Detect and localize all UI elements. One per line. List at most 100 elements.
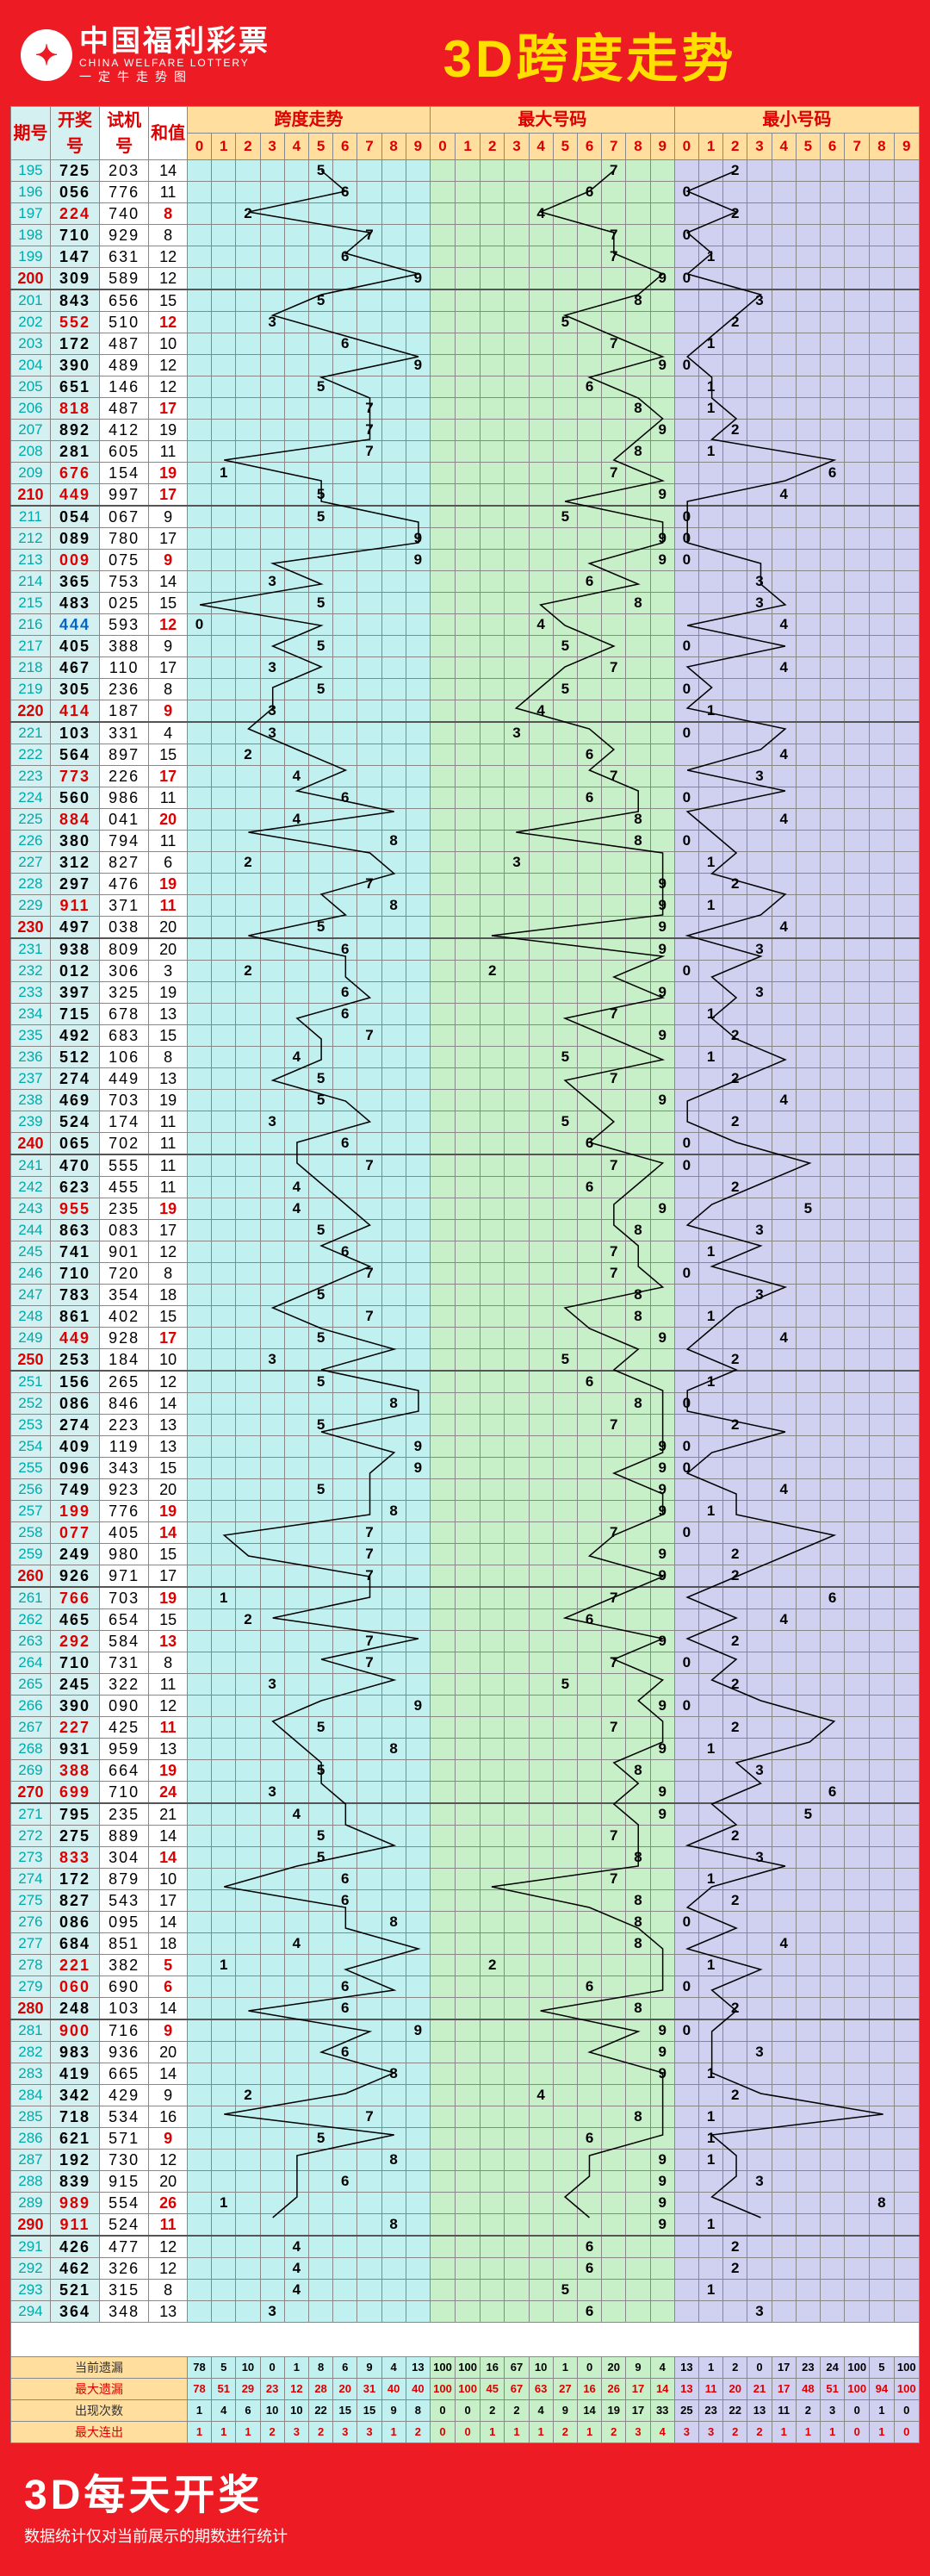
trend-cell xyxy=(406,1047,430,1068)
trend-cell xyxy=(480,1847,505,1869)
trend-cell xyxy=(529,312,553,333)
trend-table: 期号开奖号试机号和值跨度走势最大号码最小号码012345678901234567… xyxy=(10,106,920,2443)
trend-cell xyxy=(357,2193,381,2214)
test-num: 605 xyxy=(100,441,149,463)
trend-cell xyxy=(308,2085,332,2106)
trend-cell xyxy=(505,1587,529,1609)
trend-cell xyxy=(284,1609,308,1631)
trend-cell xyxy=(529,1976,553,1998)
trend-cell xyxy=(333,1154,357,1177)
trend-cell xyxy=(650,1912,674,1933)
trend-cell xyxy=(236,1890,260,1912)
trend-cell: 9 xyxy=(650,1565,674,1588)
trend-cell xyxy=(406,874,430,895)
trend-cell xyxy=(796,1133,820,1155)
trend-cell xyxy=(698,1111,722,1133)
trend-cell xyxy=(602,1285,626,1306)
trend-cell xyxy=(456,225,480,246)
trend-cell xyxy=(698,268,722,290)
test-num: 306 xyxy=(100,961,149,982)
trend-cell xyxy=(236,1220,260,1241)
trend-cell xyxy=(381,1349,406,1372)
trend-cell xyxy=(456,1998,480,2020)
trend-cell xyxy=(772,1998,796,2020)
stats-cell: 100 xyxy=(456,2357,480,2379)
trend-cell xyxy=(553,2236,577,2258)
trend-cell xyxy=(308,2019,332,2042)
data-row: 24886140215781 xyxy=(11,1306,920,1328)
trend-cell xyxy=(870,1198,894,1220)
open-num: 274 xyxy=(50,1068,99,1090)
issue: 288 xyxy=(11,2171,51,2193)
trend-cell xyxy=(212,355,236,376)
trend-cell xyxy=(626,1090,650,1111)
trend-cell: 2 xyxy=(723,1177,747,1198)
stats-cell: 1 xyxy=(480,2422,505,2443)
trend-cell xyxy=(284,1436,308,1458)
trend-cell xyxy=(553,1696,577,1717)
trend-cell xyxy=(723,809,747,831)
trend-cell xyxy=(456,2301,480,2323)
trend-cell xyxy=(236,1717,260,1739)
trend-cell xyxy=(480,1522,505,1544)
issue: 209 xyxy=(11,463,51,484)
test-num: 103 xyxy=(100,1998,149,2020)
stats-cell: 19 xyxy=(602,2400,626,2422)
trend-cell xyxy=(236,874,260,895)
trend-cell xyxy=(723,1587,747,1609)
trend-cell xyxy=(870,1890,894,1912)
open-num: 676 xyxy=(50,463,99,484)
trend-cell xyxy=(357,528,381,550)
stats-cell: 1 xyxy=(187,2422,211,2443)
trend-cell xyxy=(772,1458,796,1479)
trend-cell xyxy=(308,1241,332,1263)
stats-cell: 10 xyxy=(284,2400,308,2422)
data-row: 2866215719561 xyxy=(11,2128,920,2150)
trend-cell xyxy=(821,831,845,852)
trend-cell xyxy=(308,700,332,723)
sum: 4 xyxy=(149,722,188,744)
trend-cell xyxy=(456,895,480,917)
trend-cell xyxy=(284,1415,308,1436)
trend-cell xyxy=(626,1004,650,1025)
trend-cell xyxy=(796,2301,820,2323)
trend-cell xyxy=(529,1349,553,1372)
trend-cell xyxy=(505,246,529,268)
trend-cell xyxy=(357,484,381,507)
trend-cell xyxy=(870,1674,894,1696)
data-row: 20828160511781 xyxy=(11,441,920,463)
trend-cell xyxy=(674,657,698,679)
trend-cell xyxy=(357,1220,381,1241)
trend-cell xyxy=(845,1133,870,1155)
trend-cell: 9 xyxy=(650,1544,674,1565)
trend-cell xyxy=(723,1004,747,1025)
trend-cell xyxy=(772,1501,796,1522)
trend-cell xyxy=(505,1241,529,1263)
trend-cell xyxy=(650,1133,674,1155)
trend-cell xyxy=(212,1912,236,1933)
sum: 9 xyxy=(149,2128,188,2150)
trend-cell xyxy=(212,571,236,593)
trend-cell xyxy=(674,2193,698,2214)
trend-cell xyxy=(406,2280,430,2301)
trend-cell xyxy=(284,1328,308,1349)
trend-cell xyxy=(772,1371,796,1393)
trend-cell xyxy=(796,1004,820,1025)
trend-cell: 4 xyxy=(284,1803,308,1826)
trend-cell xyxy=(723,2042,747,2063)
trend-cell xyxy=(236,1068,260,1090)
trend-cell xyxy=(456,1393,480,1415)
trend-cell xyxy=(772,2063,796,2085)
trend-cell xyxy=(308,1587,332,1609)
open-num: 783 xyxy=(50,1285,99,1306)
trend-cell xyxy=(870,744,894,766)
trend-cell xyxy=(333,722,357,744)
trend-cell xyxy=(406,1803,430,1826)
trend-cell xyxy=(674,441,698,463)
trend-cell xyxy=(212,1976,236,1998)
trend-cell xyxy=(187,1415,211,1436)
open-num: 884 xyxy=(50,809,99,831)
trend-cell xyxy=(187,1328,211,1349)
trend-cell xyxy=(308,1652,332,1674)
trend-cell xyxy=(894,1933,920,1955)
